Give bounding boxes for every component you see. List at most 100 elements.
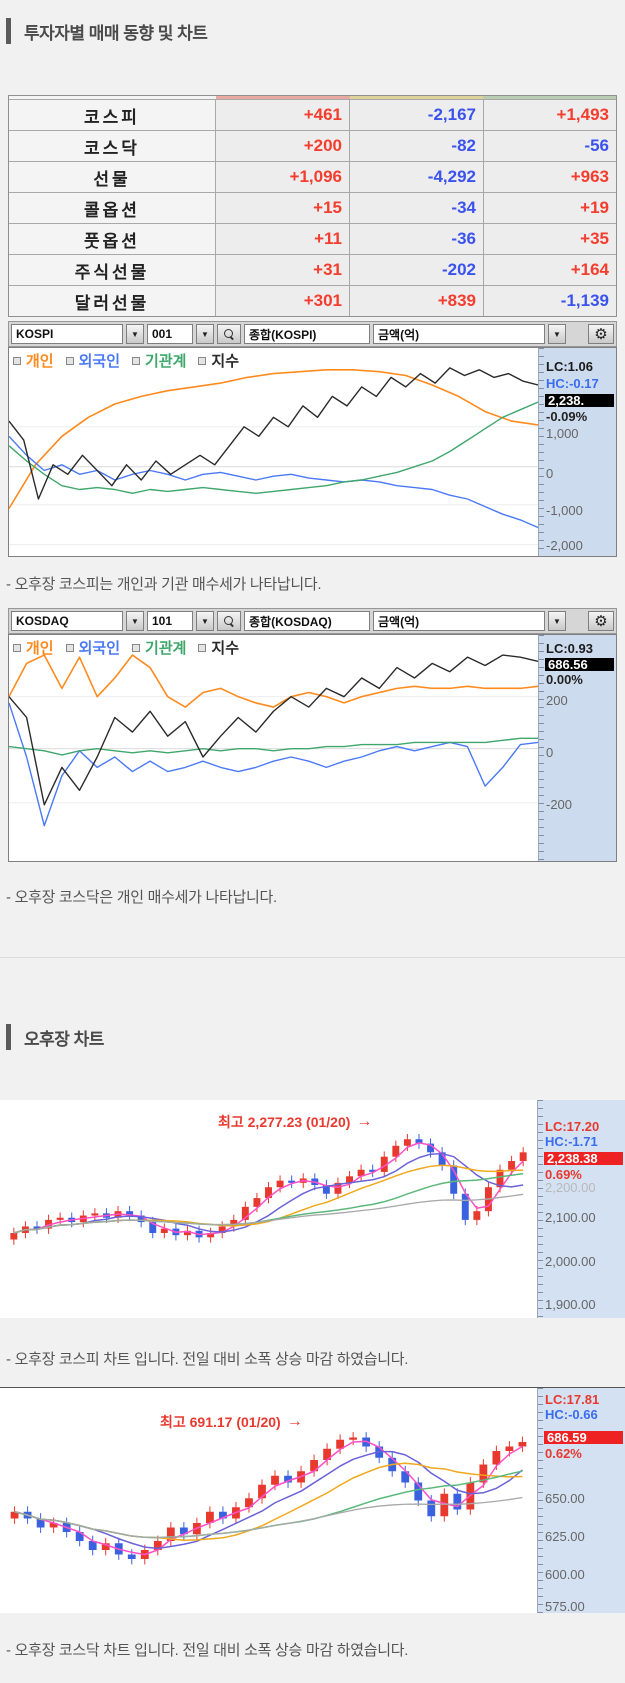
table-row: 콜옵션 +15 -34 +19 [9,192,616,223]
legend-swatch-icon [198,643,207,652]
kospi-chart-toolbar: KOSPI ▼ 001 ▼ 종합(KOSPI) 금액(억) ▼ ⚙ [8,321,617,347]
market-select[interactable]: KOSDAQ [11,611,123,631]
gear-icon[interactable]: ⚙ [588,324,614,344]
table-row: 주식선물 +31 -202 +164 [9,254,616,285]
legend-swatch-icon [198,356,207,365]
kosdaq-flow-lines [9,653,538,861]
legend-swatch-icon [13,356,21,365]
row-label: 선물 [9,162,216,192]
cell-institution: +963 [484,162,616,192]
kosdaq-flow-plot-area: 개인 외국인 기관계 지수 [9,635,538,861]
axis-tick-label: 0 [546,465,554,481]
current-price-box: 686.56 [545,657,614,671]
axis-tick-label: 2,000.00 [545,1253,596,1269]
legend-swatch-icon [132,356,141,365]
high-annotation-text: 최고 691.17 (01/20) [160,1414,281,1430]
axis-tick-label: 200 [546,692,568,708]
symbol-name-field: 종합(KOSDAQ) [244,611,370,631]
change-percent: -0.09% [546,409,588,425]
legend-item: 외국인 [78,640,121,657]
gear-icon[interactable]: ⚙ [588,611,614,631]
axis-tick-label: 600.00 [545,1567,585,1582]
legend-item: 개인 [26,640,54,657]
kospi-flow-plot-area: 개인 외국인 기관계 지수 [9,348,538,556]
legend-item: 외국인 [78,353,121,370]
search-button[interactable] [217,611,241,631]
chevron-down-icon[interactable]: ▼ [196,324,214,344]
row-label: 풋옵션 [9,224,216,254]
comment-kospi-candle: - 오후장 코스피 차트 입니다. 전일 대비 소폭 상승 마감 하였습니다. [6,1351,409,1368]
market-select[interactable]: KOSPI [11,324,123,344]
legend-item: 기관계 [145,640,187,657]
code-input[interactable]: 101 [147,611,193,631]
kospi-candle-axis-panel: LC:17.20 HC:-1.71 2,238.38 0.69% 2,200.0… [537,1100,625,1318]
legend-swatch-icon [13,643,21,652]
unit-select[interactable]: 금액(억) [373,611,545,631]
kosdaq-investor-flow-chart: 개인 외국인 기관계 지수 LC:0.93 686.56 0.00% 200 0… [8,634,617,862]
section-header-afternoon-chart: 오후장 차트 [6,1022,625,1052]
cell-individual: +11 [216,224,350,254]
kosdaq-candle-axis-panel: LC:17.81 HC:-0.66 686.59 0.62% 650.00 62… [537,1388,625,1613]
section-divider [0,957,625,958]
row-label: 콜옵션 [9,193,216,223]
chart-legend: 개인 외국인 기관계 지수 [13,637,239,658]
lc-value: LC:1.06 [546,359,593,375]
cell-individual: +301 [216,286,350,316]
chevron-down-icon[interactable]: ▼ [126,324,144,344]
axis-tick-label: 625.00 [545,1528,585,1544]
kospi-candles [10,1100,537,1318]
table-row: 코스피 +461 -2,167 +1,493 [9,99,616,130]
chevron-down-icon[interactable]: ▼ [548,324,566,344]
cell-foreign: +839 [350,286,484,316]
symbol-name-field: 종합(KOSPI) [244,324,370,344]
axis-tick-label: 650.00 [545,1490,585,1506]
high-annotation-text: 최고 2,277.23 (01/20) [218,1114,351,1130]
current-price-box: 2,238. [545,393,614,407]
cell-foreign: -82 [350,131,484,161]
change-percent: 0.62% [545,1445,582,1461]
change-percent: 0.00% [546,672,583,688]
comment-kosdaq-flow: - 오후장 코스닥은 개인 매수세가 나타납니다. [6,889,277,906]
table-row: 코스닥 +200 -82 -56 [9,130,616,161]
cell-individual: +461 [216,100,350,130]
search-icon [224,329,234,339]
axis-tick-label: 1,000 [546,426,579,442]
chevron-down-icon[interactable]: ▼ [126,611,144,631]
cell-foreign: -202 [350,255,484,285]
legend-item: 지수 [211,640,240,657]
legend-item: 지수 [211,353,240,370]
search-button[interactable] [217,324,241,344]
kospi-flow-axis-panel: LC:1.06 HC:-0.17 2,238. -0.09% 1,000 0 -… [538,348,616,556]
section-header-trading-trend: 투자자별 매매 동향 및 차트 [6,16,625,46]
row-label: 주식선물 [9,255,216,285]
chart-legend: 개인 외국인 기관계 지수 [13,350,239,371]
cell-foreign: -4,292 [350,162,484,192]
legend-item: 기관계 [145,353,187,370]
unit-select[interactable]: 금액(억) [373,324,545,344]
hc-value: HC:-0.66 [545,1407,598,1423]
kosdaq-candles [10,1388,527,1613]
kosdaq-flow-axis-panel: LC:0.93 686.56 0.00% 200 0 -200 [538,635,616,861]
section-accent-bar [6,18,11,44]
axis-tick-label-faded: 2,200.00 [545,1179,596,1195]
kospi-daily-candle-chart: 최고 2,277.23 (01/20) → LC:17.20 HC:-1.71 … [0,1100,625,1318]
axis-tick-label: -1,000 [546,503,583,518]
axis-tick-label: 575.00 [545,1598,585,1613]
cell-foreign: -2,167 [350,100,484,130]
high-annotation: 최고 691.17 (01/20) → [160,1412,303,1432]
chevron-down-icon[interactable]: ▼ [196,611,214,631]
right-arrow-icon: → [356,1113,373,1130]
lc-value: LC:0.93 [546,640,593,656]
axis-tick-label: -2,000 [546,538,583,554]
comment-kospi-flow: - 오후장 코스피는 개인과 기관 매수세가 나타납니다. [6,576,322,593]
legend-swatch-icon [132,643,141,652]
table-row: 풋옵션 +11 -36 +35 [9,223,616,254]
chevron-down-icon[interactable]: ▼ [548,611,566,631]
cell-individual: +1,096 [216,162,350,192]
cell-institution: -1,139 [484,286,616,316]
table-row: 선물 +1,096 -4,292 +963 [9,161,616,192]
right-arrow-icon: → [286,1413,303,1430]
high-annotation: 최고 2,277.23 (01/20) → [218,1112,372,1132]
code-input[interactable]: 001 [147,324,193,344]
cell-institution: +35 [484,224,616,254]
